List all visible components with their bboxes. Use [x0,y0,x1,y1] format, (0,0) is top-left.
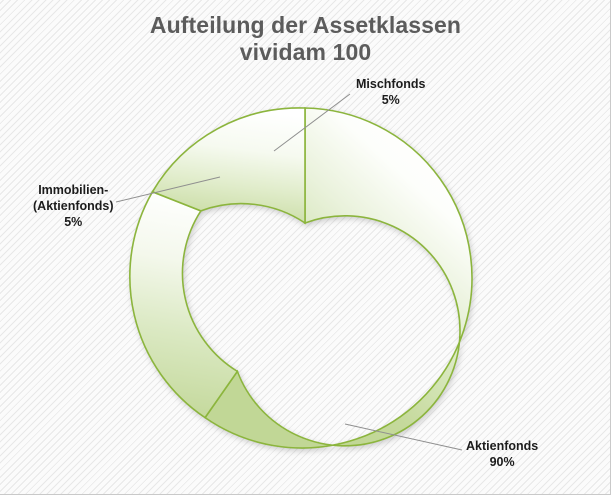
label-immobilien-name-1: Immobilien- [38,183,109,197]
label-mischfonds-value: 5% [381,93,400,107]
label-aktienfonds: Aktienfonds 90% [466,438,538,470]
label-mischfonds: Mischfonds 5% [356,76,425,108]
label-mischfonds-name: Mischfonds [356,77,426,91]
label-immobilien-value: 5% [64,215,83,229]
slice-immobilien-aktienfonds[interactable] [129,190,239,419]
label-aktienfonds-name: Aktienfonds [466,439,539,453]
leader-line-immobilien [115,176,221,203]
leader-lines [115,93,463,451]
label-immobilien-name-2: (Aktienfonds) [33,199,114,213]
label-immobilien-aktienfonds: Immobilien- (Aktienfonds) 5% [33,182,114,230]
label-aktienfonds-value: 90% [489,455,515,469]
slice-mischfonds[interactable] [151,107,306,225]
leader-line-aktienfonds [344,423,463,451]
doughnut-slices [129,107,473,449]
leader-line-mischfonds [273,93,351,152]
